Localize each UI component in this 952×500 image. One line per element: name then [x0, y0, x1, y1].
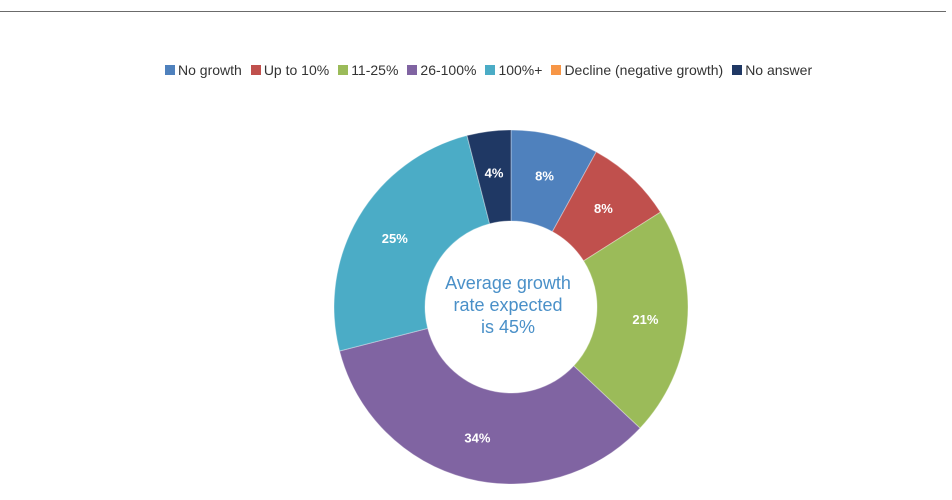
legend-label-up-to-10: Up to 10%	[263, 62, 330, 78]
slice-label-no-answer: 4%	[485, 166, 504, 181]
legend-swatch-decline	[551, 65, 562, 75]
slice-label-11-25: 21%	[632, 312, 658, 327]
legend-swatch-26-100	[407, 65, 418, 75]
slice-label-26-100: 34%	[464, 430, 490, 445]
legend-item-decline: Decline (negative growth)	[551, 62, 723, 78]
center-text-line-3: is 45%	[480, 317, 536, 337]
legend-swatch-100-plus	[485, 65, 496, 75]
legend-item-no-answer: No answer	[732, 62, 812, 78]
donut-slice-labels: 8% 8% 21% 34% 25% 4%	[382, 166, 659, 446]
slice-100	[333, 134, 491, 352]
legend-item-no-growth: No growth	[165, 62, 242, 78]
center-text-line-2: rate expected	[453, 295, 563, 315]
donut-slices	[333, 129, 689, 485]
legend-swatch-11-25	[338, 65, 349, 75]
legend-label-26-100: 26-100%	[420, 62, 477, 78]
slice-11-25	[572, 211, 689, 429]
chart-legend: No growth Up to 10% 11-25% 26-100% 100%+…	[165, 61, 821, 79]
legend-swatch-no-answer	[732, 65, 743, 75]
donut-center-text: Average growth rate expected is 45%	[418, 272, 598, 338]
slice-label-no-growth: 8%	[535, 169, 554, 184]
center-text-line-1: Average growth	[445, 273, 571, 293]
slice-no-answer	[466, 129, 512, 225]
legend-label-100-plus: 100%+	[498, 62, 543, 78]
legend-label-11-25: 11-25%	[351, 62, 399, 78]
legend-swatch-no-growth	[165, 65, 175, 75]
legend-label-no-answer: No answer	[745, 62, 813, 78]
slice-label-up-to-10: 8%	[594, 201, 613, 216]
legend-label-no-growth: No growth	[178, 62, 242, 78]
legend-item-up-to-10: Up to 10%	[250, 62, 330, 78]
legend-label-decline: Decline (negative growth)	[564, 62, 724, 78]
slice-no-growth	[510, 129, 597, 233]
legend-item-100-plus: 100%+	[485, 62, 542, 78]
slice-label-100: 25%	[382, 231, 408, 246]
legend-swatch-up-to-10	[250, 65, 261, 75]
slice-26-100	[338, 327, 641, 485]
legend-item-11-25: 11-25%	[338, 62, 398, 78]
slice-up-to-10	[551, 151, 662, 262]
legend-item-26-100: 26-100%	[407, 62, 476, 78]
top-divider	[0, 11, 946, 12]
